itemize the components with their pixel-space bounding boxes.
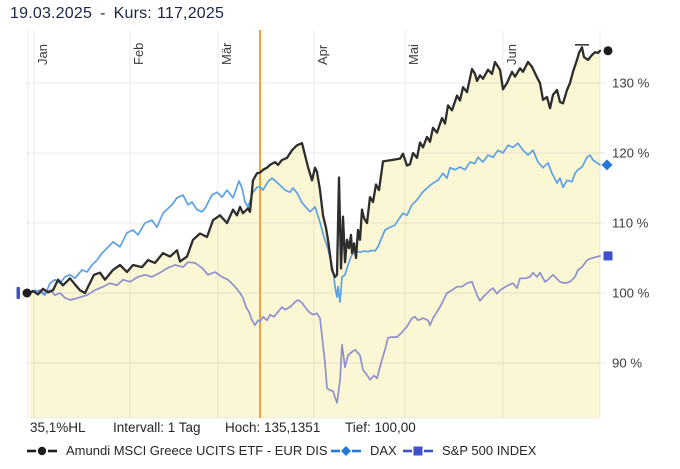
stat-high: Hoch: 135,1351 [225, 420, 321, 435]
end-marker-dax-diamond [601, 159, 613, 171]
y-axis-label-90: 90 % [612, 356, 642, 371]
start-marker-amundi [22, 288, 32, 298]
end-marker-sp500-square [603, 251, 613, 261]
chart-stats-bar: 35,1%HL Intervall: 1 Tag Hoch: 135,1351 … [0, 420, 680, 437]
legend-label-amundi: Amundi MSCI Greece UCITS ETF - EUR DIS [66, 443, 328, 458]
stat-high-low-range: 35,1%HL [30, 420, 86, 435]
series-line-amundi [28, 46, 602, 296]
legend-marker-square-icon [403, 445, 433, 457]
y-axis-label-110: 110 % [612, 216, 649, 231]
stat-low: Tief: 100,00 [345, 420, 416, 435]
series-line-dax [29, 142, 601, 303]
series-line-sp500 [29, 255, 601, 404]
y-axis-label-120: 120 % [612, 146, 650, 161]
legend-item-dax[interactable]: DAX [331, 443, 397, 458]
x-axis-label-Mär: Mär [219, 42, 234, 65]
legend-item-sp500[interactable]: S&P 500 INDEX [403, 443, 536, 458]
legend-label-dax: DAX [370, 443, 397, 458]
legend-item-amundi[interactable]: Amundi MSCI Greece UCITS ETF - EUR DIS [27, 443, 328, 458]
title-separator: - [100, 5, 106, 22]
x-axis-label-Jun: Jun [504, 44, 519, 65]
area-fill-amundi [30, 47, 600, 419]
x-axis-label-Jan: Jan [35, 44, 50, 65]
kurs-value: 117,2025 [156, 5, 225, 22]
chart-title: 19.03.2025- Kurs: 117,2025 [10, 5, 224, 23]
x-axis-label-Mai: Mai [406, 44, 421, 65]
y-axis-label-130: 130 % [612, 76, 650, 91]
start-marker-sp500 [16, 287, 20, 299]
title-date: 19.03.2025 [10, 5, 93, 22]
legend-marker-diamond-icon [331, 445, 361, 457]
stat-interval: Intervall: 1 Tag [113, 420, 201, 435]
y-axis-label-100: 100 % [612, 286, 650, 301]
kurs-label: Kurs: [113, 5, 152, 22]
x-axis-label-Feb: Feb [131, 43, 146, 65]
legend-marker-circle-icon [27, 445, 57, 457]
performance-chart[interactable]: Jan Feb Mär Apr Mai Jun 90 % 100 % 110 % 120 % 130… [0, 28, 680, 422]
end-marker-amundi-circle [603, 46, 613, 56]
legend-label-sp500: S&P 500 INDEX [442, 443, 537, 458]
x-axis-label-Apr: Apr [315, 44, 330, 65]
